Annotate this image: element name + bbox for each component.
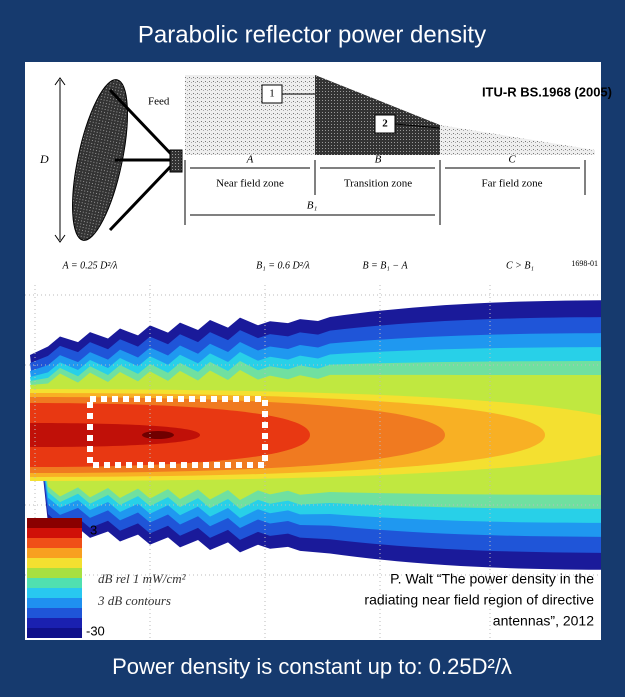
colorbar-step [27,618,82,628]
marker-label: 1 [269,88,275,100]
formula: C > B₁ [506,260,534,271]
colorbar-step [27,578,82,588]
zone-name: Near field zone [216,178,284,190]
source-label: ITU-R BS.1968 (2005) [482,84,612,99]
legend-contours: 3 dB contours [97,593,171,608]
legend-unit: dB rel 1 mW/cm² [98,571,187,586]
colorbar-step [27,528,82,538]
d-label: D [39,152,49,166]
zone-letter: B [375,154,382,166]
zone-name: Transition zone [344,178,412,190]
figure-id: 1698-01 [571,259,598,268]
slide: Parabolic reflector power density D Feed… [0,0,625,697]
colorbar-step [27,628,82,638]
marker-label: 2 [382,118,388,130]
citation-line: antennas”, 2012 [493,613,594,629]
formula: B₁ = 0.6 D²/λ [256,260,310,271]
feed-horn [170,150,182,172]
colorbar-step [27,538,82,548]
colorbar-step [27,518,82,528]
colorbar-step [27,548,82,558]
colorbar-step [27,598,82,608]
zone-letter: A [246,154,254,166]
colorbar-min: -30 [86,623,105,638]
b1-label: B₁ [307,200,318,212]
colorbar-step [27,588,82,598]
peak-spot [142,431,174,439]
colorbar-max: 3 [90,522,97,537]
colorbar-step [27,558,82,568]
formula: B = B₁ − A [362,260,408,271]
colorbar [27,518,82,638]
colorbar-step [27,608,82,618]
slide-canvas: Parabolic reflector power density D Feed… [0,0,625,697]
footer-caption: Power density is constant up to: 0.25D²/… [112,654,512,679]
colorbar-step [27,568,82,578]
formula: A = 0.25 D²/λ [61,260,118,271]
feed-label: Feed [148,96,170,108]
near-field-region [185,75,315,155]
citation-line: P. Walt “The power density in the [390,571,594,587]
citation-line: radiating near field region of directive [364,592,594,608]
zone-letter: C [508,154,516,166]
slide-title: Parabolic reflector power density [138,21,486,48]
zone-name: Far field zone [481,178,542,190]
power-density-plot [30,300,625,570]
